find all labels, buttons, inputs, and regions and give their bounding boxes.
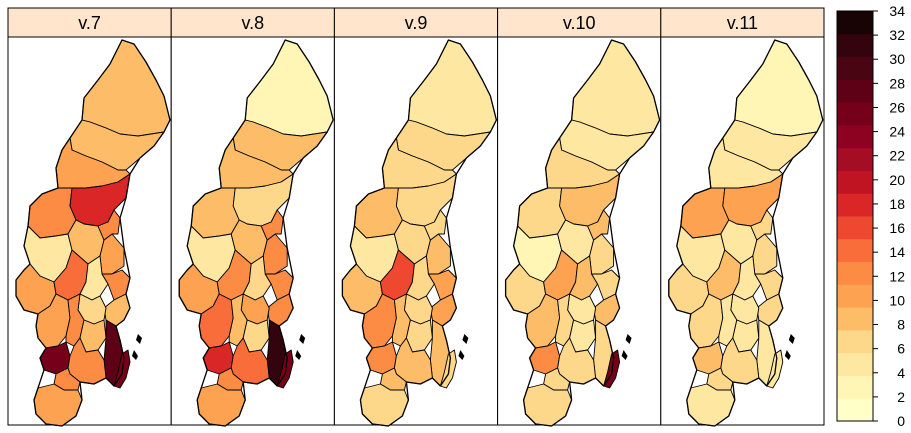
- small-island: [788, 334, 795, 344]
- county-region-9: [423, 209, 447, 241]
- legend-tick-label: 30: [889, 51, 905, 67]
- small-island: [625, 334, 632, 344]
- legend-tick-label: 18: [889, 196, 905, 212]
- sweden-map: [504, 39, 661, 427]
- panel-v-9: v.9: [333, 7, 499, 427]
- panel-strip: [497, 7, 662, 38]
- coastline: [504, 39, 661, 427]
- legend-tick-label: 34: [889, 3, 905, 19]
- small-island: [295, 350, 302, 360]
- legend-color-step: [837, 352, 873, 376]
- legend-color-step: [837, 375, 873, 399]
- legend-tick-label: 32: [889, 27, 905, 43]
- sweden-map: [178, 39, 334, 427]
- legend-color-step: [837, 11, 873, 35]
- legend-tick-label: 10: [889, 292, 905, 308]
- panel-label: v.8: [241, 13, 264, 33]
- county-region-9: [750, 209, 774, 241]
- panel-label: v.9: [405, 13, 428, 33]
- small-island: [458, 350, 465, 360]
- legend-tick-label: 0: [897, 413, 905, 429]
- legend-color-step: [837, 284, 873, 308]
- legend-color-step: [837, 102, 873, 126]
- panel-strip: [333, 7, 499, 38]
- legend-color-step: [837, 398, 873, 422]
- legend-color-step: [837, 33, 873, 58]
- small-island: [621, 350, 628, 360]
- legend-tick-label: 14: [889, 244, 905, 260]
- legend-color-step: [837, 79, 873, 103]
- panel-strip: [7, 7, 172, 38]
- sweden-map: [15, 39, 171, 427]
- panel-v-10: v.10: [497, 7, 662, 427]
- legend-color-step: [837, 170, 873, 194]
- legend-tick-label: 26: [889, 99, 905, 115]
- small-island: [136, 334, 142, 344]
- legend-tick-label: 6: [897, 341, 905, 357]
- small-island: [784, 350, 791, 360]
- county-region-9: [97, 209, 121, 241]
- legend-color-step: [837, 124, 873, 149]
- panel-label: v.10: [563, 13, 596, 33]
- legend-color-step: [837, 56, 873, 80]
- legend-tick-label: 20: [889, 172, 905, 188]
- legend-color-step: [837, 147, 873, 171]
- small-island: [299, 334, 306, 344]
- county-region-9: [587, 209, 611, 241]
- small-island: [132, 350, 138, 360]
- panel-v-7: v.7: [7, 7, 172, 427]
- panel-label: v.11: [727, 13, 758, 33]
- legend-tick-label: 12: [889, 268, 905, 284]
- coastline: [341, 39, 498, 427]
- legend-color-step: [837, 329, 873, 354]
- legend-color-step: [837, 261, 873, 285]
- legend-tick-label: 28: [889, 75, 905, 91]
- county-region-9: [260, 209, 284, 241]
- sweden-map: [341, 39, 498, 427]
- legend-tick-label: 24: [889, 124, 905, 140]
- panel-v-8: v.8: [170, 7, 335, 427]
- legend-frame: [836, 10, 874, 422]
- legend-color-step: [837, 193, 873, 217]
- panel-v-11: v.11: [660, 7, 825, 427]
- panel-grid: v.7 v.8 v.9 v.10 v.11: [7, 7, 825, 427]
- legend-color-step: [837, 238, 873, 263]
- small-island: [462, 334, 469, 344]
- coastline: [15, 39, 171, 427]
- legend-tick-label: 8: [897, 317, 905, 333]
- sweden-map: [668, 39, 824, 427]
- panel-label: v.7: [78, 13, 101, 33]
- legend-color-step: [837, 216, 873, 240]
- coastline: [668, 39, 824, 427]
- coastline: [178, 39, 334, 427]
- legend-color-step: [837, 307, 873, 331]
- legend-tick-label: 16: [889, 220, 905, 236]
- legend-tick-label: 4: [897, 365, 905, 381]
- legend-tick-label: 22: [889, 148, 905, 164]
- legend-tick-label: 2: [897, 389, 905, 405]
